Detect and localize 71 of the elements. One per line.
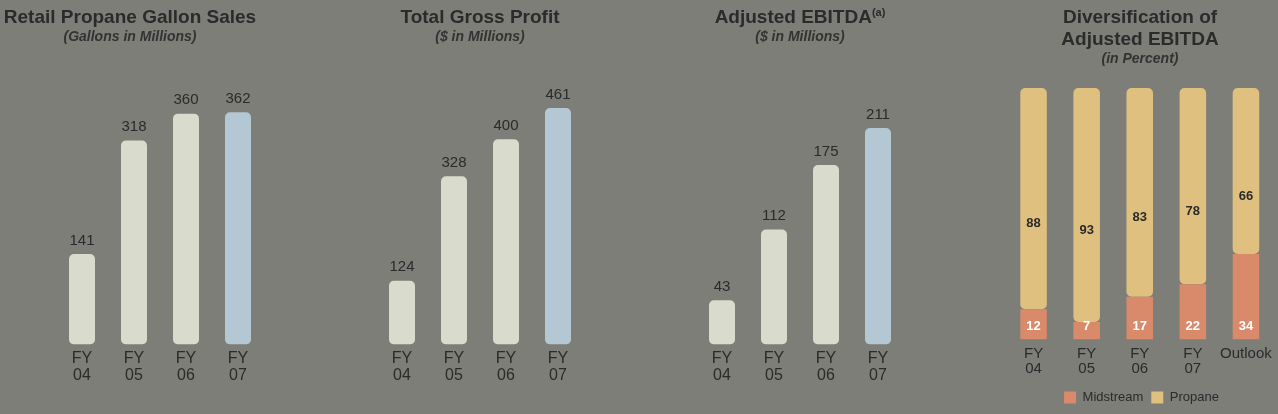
bar [761, 229, 787, 345]
data-label: 318 [121, 117, 147, 135]
bar [1020, 88, 1047, 310]
data-label: 112 [762, 206, 786, 224]
data-label: 175 [813, 141, 839, 159]
chart-title: Adjusted EBITDA$^{(a)}$ [713, 5, 887, 28]
bar [121, 140, 147, 345]
bar [1179, 284, 1207, 340]
bar [1232, 253, 1260, 340]
chart-subtitle: (in Percent) [1100, 50, 1180, 67]
bar [813, 164, 839, 345]
x-tick-label: FY 04 [1023, 343, 1044, 377]
data-label: 360 [173, 90, 199, 108]
bar [709, 300, 735, 345]
bar [225, 112, 251, 345]
data-label: 328 [441, 152, 467, 170]
data-label: 66 [1238, 187, 1254, 203]
bar [1126, 296, 1154, 340]
data-label: 43 [713, 276, 731, 294]
x-tick-label: FY 07 [1183, 343, 1203, 377]
x-tick-label: FY 06 [1130, 343, 1150, 377]
data-label: 78 [1185, 202, 1201, 218]
bar [865, 128, 891, 345]
bar [1179, 88, 1207, 285]
data-label: 141 [69, 230, 95, 248]
bar [1073, 321, 1100, 340]
bar [1073, 88, 1100, 322]
data-label: 362 [225, 89, 251, 106]
data-label: 83 [1132, 208, 1147, 224]
data-label: 12 [1026, 318, 1041, 334]
data-label: 34 [1238, 318, 1254, 334]
x-tick-label: FY 07 [227, 349, 249, 384]
x-tick-label: FY 05 [763, 349, 785, 384]
chart-subtitle: ($ in Millions) [754, 28, 846, 45]
data-label: 93 [1079, 221, 1094, 237]
x-tick-label: FY 05 [1077, 343, 1097, 377]
bar [441, 176, 467, 345]
data-label: 22 [1185, 318, 1201, 334]
chart-title: Total Gross Profit [399, 6, 561, 28]
x-tick-label: FY 07 [867, 349, 889, 384]
bar [173, 113, 199, 345]
data-label: 400 [493, 115, 519, 133]
chart-title: Diversification of Adjusted EBITDA [1060, 6, 1220, 50]
x-tick-label: Outlook [1220, 343, 1273, 361]
x-tick-label: FY 06 [815, 349, 837, 384]
bar [69, 254, 95, 345]
bar [1126, 88, 1154, 297]
legend-label: Midstream [1082, 389, 1144, 405]
data-label: 7 [1083, 318, 1091, 334]
bar [545, 108, 571, 345]
x-tick-label: FY 05 [123, 349, 145, 384]
x-tick-label: FY 04 [71, 349, 93, 384]
chart-subtitle: (Gallons in Millions) [62, 28, 198, 45]
bar [493, 139, 519, 345]
data-label: 211 [866, 104, 890, 122]
bar [1020, 309, 1047, 340]
chart-subtitle: ($ in Millions) [434, 28, 526, 45]
x-tick-label: FY 07 [547, 349, 569, 384]
data-label: 88 [1026, 215, 1041, 231]
data-label: 461 [545, 84, 571, 102]
chart-title: Retail Propane Gallon Sales [2, 6, 258, 28]
legend-label: Propane [1169, 389, 1219, 405]
data-label: 17 [1132, 318, 1147, 334]
x-tick-label: FY 05 [443, 349, 465, 384]
x-tick-label: FY 06 [175, 349, 197, 384]
data-label: 124 [389, 257, 415, 275]
x-tick-label: FY 04 [391, 349, 413, 384]
bar [1232, 88, 1260, 254]
x-tick-label: FY 04 [711, 349, 733, 384]
x-tick-label: FY 06 [495, 349, 517, 384]
bar [389, 280, 415, 345]
